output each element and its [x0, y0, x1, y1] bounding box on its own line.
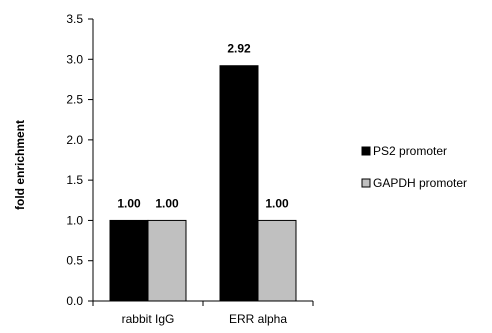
- data-label: 1.00: [117, 196, 141, 210]
- bar-ps2: [219, 65, 259, 302]
- y-tick-label: 0.0: [66, 294, 83, 308]
- y-tick-label: 0.5: [66, 254, 83, 268]
- y-axis-ticks: 0.0 0.5 1.0 1.5 2.0 2.5 3.0 3.5: [66, 12, 93, 308]
- bar-gapdh: [257, 219, 297, 302]
- legend: PS2 promoter GAPDH promoter: [361, 144, 467, 190]
- y-tick-label: 1.0: [66, 213, 83, 227]
- category-labels-group: rabbit IgG ERR alpha: [122, 312, 288, 326]
- category-label: ERR alpha: [229, 312, 287, 326]
- category-label: rabbit IgG: [122, 312, 175, 326]
- x-axis-ticks: [92, 301, 314, 306]
- y-tick-label: 3.0: [66, 52, 83, 66]
- data-label: 1.00: [155, 196, 179, 210]
- bars-group: [109, 65, 297, 302]
- legend-swatch: [361, 178, 371, 188]
- legend-label: GAPDH promoter: [373, 176, 467, 190]
- bar-gapdh: [147, 219, 187, 302]
- y-axis-title: fold enrichment: [13, 120, 27, 210]
- legend-label: PS2 promoter: [373, 144, 447, 158]
- y-tick-label: 2.0: [66, 133, 83, 147]
- data-labels-group: 1.00 1.00 2.92 1.00: [117, 42, 289, 211]
- bar-ps2: [109, 219, 149, 302]
- y-tick-label: 1.5: [66, 173, 83, 187]
- data-label: 1.00: [265, 196, 289, 210]
- legend-swatch: [361, 146, 371, 156]
- y-tick-label: 2.5: [66, 93, 83, 107]
- y-tick-label: 3.5: [66, 12, 83, 26]
- data-label: 2.92: [227, 42, 251, 56]
